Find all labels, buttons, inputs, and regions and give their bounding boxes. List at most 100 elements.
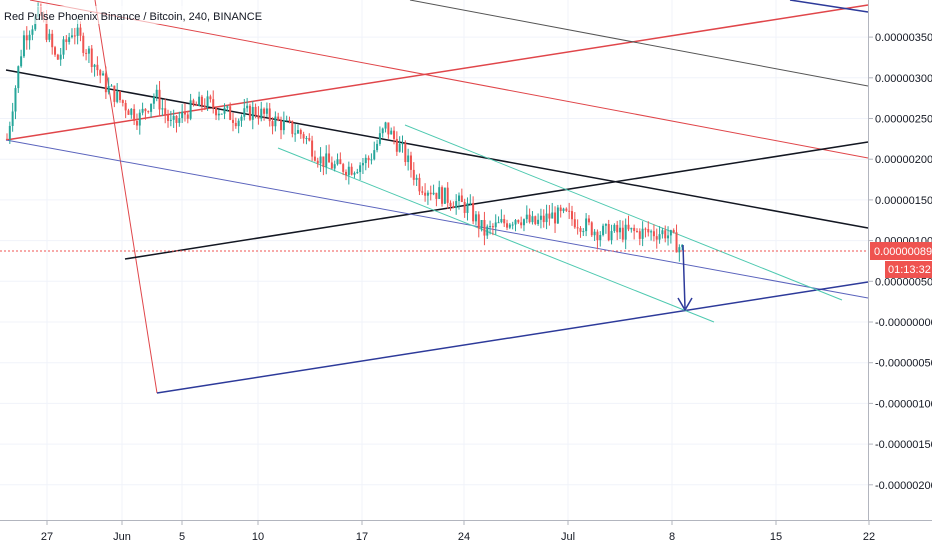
candle-body: [370, 159, 373, 161]
y-tick-label: 0.00000300: [875, 73, 932, 85]
candle-body: [378, 133, 381, 144]
candle-body: [280, 120, 283, 131]
candle-body: [393, 130, 396, 139]
teal-channel-upper: [404, 124, 843, 301]
drawings: [5, 0, 869, 394]
candle-body: [330, 162, 333, 169]
candle-body: [627, 224, 630, 230]
candle-body: [469, 202, 472, 204]
candle-body: [87, 48, 90, 54]
candle-body: [322, 156, 325, 167]
candle-body: [491, 226, 494, 228]
candle-body: [458, 195, 460, 202]
grid: [0, 0, 868, 520]
candle-body: [265, 108, 268, 114]
x-tick-label: 22: [863, 531, 875, 543]
candle-body: [124, 102, 127, 111]
x-tick-label: Jul: [561, 531, 575, 543]
candle-body: [181, 111, 184, 119]
candle-body: [669, 230, 672, 236]
candle-body: [384, 122, 387, 129]
blue-downtrend-line: [5, 139, 869, 299]
x-tick-label: Jun: [113, 531, 131, 543]
candle-body: [508, 224, 511, 228]
candle-body: [641, 228, 644, 239]
candle-body: [534, 216, 537, 224]
candle-body: [316, 160, 319, 164]
candle-body: [51, 33, 54, 48]
current-price-label: 0.00000089: [874, 246, 932, 258]
candle-body: [248, 105, 251, 120]
candle-body: [568, 210, 571, 212]
title-bg: [0, 6, 232, 24]
candle-body: [387, 122, 390, 135]
projection-arrow-head: [677, 297, 693, 312]
y-tick-label: 0.00000350: [875, 32, 932, 44]
current-price-bg: [870, 242, 932, 260]
candle-body: [93, 64, 96, 67]
candle-body: [183, 111, 186, 115]
y-tick-label: 0.00000200: [875, 154, 932, 166]
y-tick-label: -0.00000100: [875, 398, 932, 410]
candle-body: [489, 226, 492, 228]
candle-body: [336, 159, 339, 165]
candle-body: [243, 108, 246, 117]
candle-body: [511, 224, 514, 226]
candle-body: [539, 215, 542, 220]
candle-body: [474, 214, 477, 222]
y-tick-label: 0.00000150: [875, 195, 932, 207]
candle-body: [328, 153, 331, 163]
candle-body: [624, 224, 627, 240]
candle-body: [678, 247, 681, 253]
candle-body: [79, 27, 82, 36]
candle-body: [582, 231, 585, 233]
candle-body: [251, 106, 254, 120]
candle-body: [215, 107, 218, 116]
candle-body: [164, 108, 167, 115]
candle-body: [590, 222, 593, 236]
candle-body: [113, 85, 116, 102]
candle-body: [271, 121, 274, 127]
x-tick-label: 15: [770, 531, 782, 543]
candle-body: [70, 35, 73, 38]
candle-body: [167, 114, 170, 121]
candle-body: [672, 230, 675, 233]
candle-body: [497, 222, 500, 224]
candle-body: [274, 116, 277, 127]
candle-body: [418, 177, 421, 192]
candle-body: [616, 224, 619, 233]
candle-body: [133, 108, 136, 121]
candle-body: [20, 56, 23, 67]
y-tick-label: 0.00000050: [875, 276, 932, 288]
candle-body: [17, 66, 20, 89]
candle-body: [559, 207, 562, 212]
candle-body: [655, 236, 658, 240]
candle-body: [401, 143, 404, 145]
x-tick-label: 5: [179, 531, 185, 543]
candle-body: [254, 106, 257, 116]
candle-body: [96, 64, 99, 71]
candle-body: [28, 34, 31, 41]
candle-body: [517, 220, 520, 223]
candle-body: [460, 195, 463, 202]
candle-body: [390, 130, 393, 135]
time-axis[interactable]: 27 Jun 5 10 17 24 Jul 8 15 22: [0, 520, 932, 550]
candle-body: [65, 39, 68, 42]
candle-body: [119, 91, 121, 101]
candle-body: [333, 164, 336, 169]
candle-body: [14, 88, 17, 112]
candle-body: [302, 134, 305, 139]
teal-channel-lower: [277, 147, 715, 323]
candle-body: [500, 219, 503, 223]
candle-body: [359, 165, 362, 173]
candle-body: [277, 116, 280, 121]
candle-body: [633, 227, 636, 232]
x-tick-label: 24: [458, 531, 470, 543]
candle-body: [480, 220, 483, 229]
candle-body: [152, 97, 155, 104]
candle-body: [613, 224, 616, 232]
candle-body: [305, 138, 308, 140]
candle-body: [90, 48, 93, 67]
candle-body: [412, 169, 415, 180]
